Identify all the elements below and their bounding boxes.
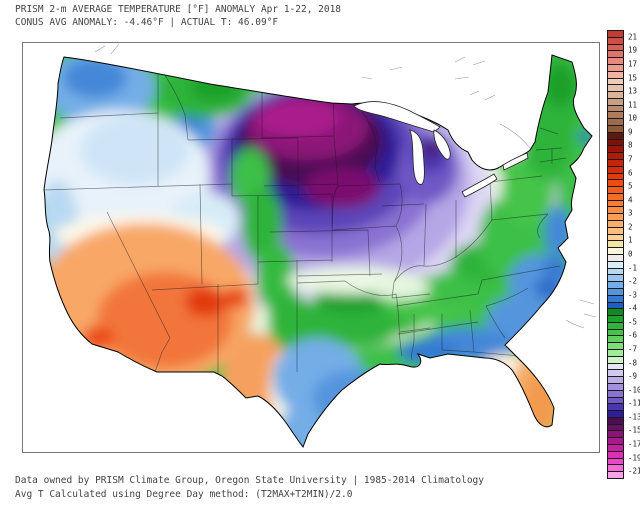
- colorbar-tick-label: 1: [628, 235, 633, 245]
- map-frame: [22, 42, 600, 453]
- colorbar-tick-label: 19: [628, 45, 638, 55]
- footer-credit: Data owned by PRISM Climate Group, Orego…: [15, 475, 484, 486]
- colorbar-tick-label: -19: [628, 452, 640, 462]
- colorbar-tick-label: -1: [628, 262, 638, 272]
- lake-ontario: [502, 152, 529, 171]
- lake-michigan: [409, 129, 425, 185]
- colorbar-tick-label: 11: [628, 99, 638, 109]
- colorbar-tick-label: 3: [628, 208, 633, 218]
- great-lakes: [353, 101, 529, 198]
- colorbar-box: [607, 471, 624, 479]
- colorbar-tick-label: 5: [628, 181, 633, 191]
- colorbar-tick-label: -11: [628, 398, 640, 408]
- colorbar-tick-label: -4: [628, 303, 638, 313]
- colorbar-tick-label: 17: [628, 59, 638, 69]
- colorbar-tick-label: 7: [628, 154, 633, 164]
- colorbar-tick-label: 9: [628, 127, 633, 137]
- colorbar-tick-label: -13: [628, 412, 640, 422]
- colorbar: 21 19 17 15 13 11 10 9 8 7 6 5 4 3 2 1 0 -1 -2 -3 -4 -5 -6 -7 -8…: [607, 30, 640, 479]
- colorbar-tick-label: 15: [628, 72, 638, 82]
- footer-method: Avg T Calculated using Degree Day method…: [15, 489, 353, 500]
- colorbar-tick-label: 21: [628, 32, 638, 42]
- colorbar-tick-label: 8: [628, 140, 633, 150]
- state-borders: [44, 60, 567, 374]
- colorbar-tick-label: -10: [628, 385, 640, 394]
- colorbar-tick-label: -2: [628, 276, 638, 286]
- colorbar-tick-label: 6: [628, 167, 633, 177]
- canada-coast-lines: [94, 43, 597, 329]
- colorbar-tick-label: -7: [628, 344, 638, 354]
- colorbar-tick-label: -5: [628, 317, 638, 327]
- lake-huron: [433, 129, 451, 160]
- colorbar-tick-label: -8: [628, 357, 638, 367]
- colorbar-tick-label: -17: [628, 439, 640, 449]
- map-title: PRISM 2-m AVERAGE TEMPERATURE [°F] ANOMA…: [15, 4, 342, 15]
- colorbar-tick-label: 13: [628, 86, 638, 96]
- us-outline: [43, 54, 593, 449]
- colorbar-tick-label: -3: [628, 289, 638, 299]
- colorbar-tick-label: -9: [628, 371, 638, 381]
- lake-superior: [353, 101, 441, 133]
- map-subtitle: CONUS AVG ANOMALY: -4.46°F | ACTUAL T: 4…: [15, 17, 279, 28]
- colorbar-tick-label: -21: [628, 466, 640, 476]
- colorbar-tick-label: 10: [628, 113, 638, 123]
- colorbar-tick-label: 4: [628, 194, 633, 204]
- colorbar-tick-label: 0: [628, 249, 633, 259]
- lake-erie: [461, 173, 498, 198]
- colorbar-tick-label: -6: [628, 330, 638, 340]
- colorbar-tick-label: -15: [628, 425, 640, 435]
- colorbar-tick-label: 2: [628, 222, 633, 232]
